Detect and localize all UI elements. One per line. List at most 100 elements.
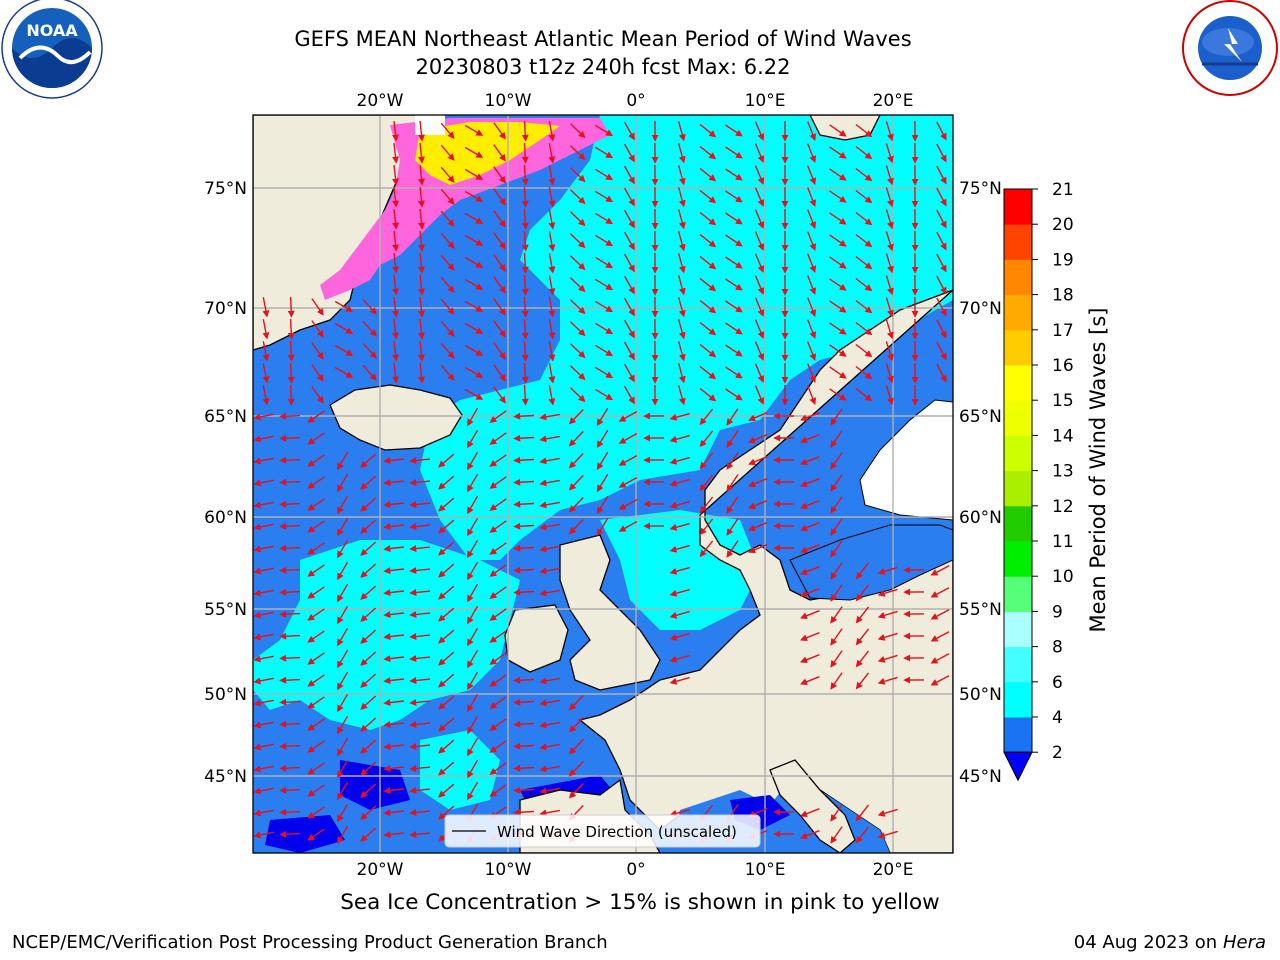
wind-wave-arrow	[885, 209, 894, 230]
wind-wave-arrow	[548, 164, 556, 186]
wind-wave-arrow	[830, 804, 843, 822]
wind-wave-arrow	[807, 231, 817, 252]
wind-wave-arrow	[807, 165, 817, 186]
wind-wave-arrow	[360, 673, 377, 688]
wind-wave-arrow	[623, 143, 635, 163]
wind-wave-arrow	[307, 740, 325, 753]
wind-wave-arrow	[521, 296, 529, 318]
wind-wave-arrow	[383, 809, 404, 817]
wind-wave-arrow	[438, 475, 455, 490]
wind-wave-arrow	[807, 143, 817, 164]
wind-wave-arrow	[334, 366, 354, 378]
wind-wave-arrow	[623, 253, 635, 273]
wind-wave-arrow	[307, 718, 325, 731]
wind-wave-arrow	[279, 698, 301, 706]
wind-wave-arrow	[855, 211, 873, 226]
wind-wave-arrow	[438, 739, 455, 754]
wind-wave-arrow	[568, 695, 584, 711]
wind-wave-arrow	[539, 721, 561, 729]
wind-wave-arrow	[360, 827, 377, 842]
wind-wave-arrow	[877, 830, 898, 839]
wind-wave-arrow	[754, 165, 765, 185]
wind-wave-arrow	[438, 651, 455, 666]
wind-wave-arrow	[307, 762, 325, 775]
lon-label-bottom: 20°E	[873, 860, 914, 880]
wind-wave-arrow	[513, 456, 535, 464]
wind-wave-arrow	[725, 168, 743, 181]
wind-wave-arrow	[677, 209, 686, 230]
wind-wave-arrow	[409, 478, 431, 486]
wind-wave-arrow	[409, 764, 431, 772]
wind-wave-arrow	[392, 275, 400, 296]
wind-wave-arrow	[885, 121, 894, 142]
wind-wave-arrow	[799, 566, 820, 576]
wind-wave-arrow	[594, 300, 614, 313]
colorbar-segment	[1004, 294, 1032, 331]
wind-wave-arrow	[464, 300, 484, 312]
wind-wave-arrow	[699, 540, 714, 558]
wind-wave-arrow	[568, 431, 584, 447]
lat-label-left: 65°N	[204, 407, 247, 427]
wind-wave-arrow	[307, 652, 325, 665]
wind-wave-arrow	[253, 765, 274, 773]
wind-wave-arrow	[417, 164, 425, 186]
wind-wave-arrow	[855, 584, 870, 602]
baltic-gulf	[859, 399, 953, 521]
wind-wave-arrow	[930, 587, 950, 598]
wind-wave-arrow	[337, 759, 349, 779]
wind-wave-arrow	[855, 299, 873, 314]
wind-wave-arrow	[337, 539, 349, 559]
wind-wave-arrow	[438, 453, 455, 468]
wind-wave-arrow	[885, 253, 894, 274]
wind-wave-arrow	[829, 212, 847, 225]
wind-wave-arrow	[513, 676, 535, 684]
wind-wave-arrow	[409, 720, 431, 728]
wind-wave-arrow	[513, 786, 535, 794]
wind-wave-arrow	[936, 209, 947, 229]
wind-wave-arrow	[253, 545, 274, 553]
wind-wave-arrow	[539, 413, 561, 421]
wind-wave-arrow	[829, 234, 847, 247]
colorbar-tick-label: 16	[1052, 356, 1074, 376]
wind-wave-arrow	[464, 366, 484, 378]
wind-wave-arrow	[754, 231, 765, 251]
map-legend: Wind Wave Direction (unscaled)	[444, 814, 761, 848]
wind-wave-arrow	[699, 430, 714, 448]
wind-wave-arrow	[467, 539, 479, 559]
wind-wave-arrow	[417, 252, 425, 274]
wind-wave-arrow	[467, 451, 479, 471]
wind-wave-arrow	[521, 230, 529, 252]
wind-wave-arrow	[392, 121, 400, 142]
wind-wave-arrow	[493, 210, 506, 228]
footer-date-text: 04 Aug 2023 on	[1073, 932, 1218, 953]
wind-wave-arrow	[594, 168, 614, 181]
wind-wave-arrow	[440, 276, 455, 293]
wind-wave-arrow	[489, 608, 507, 621]
wind-wave-arrow	[440, 342, 455, 359]
wind-wave-arrow	[438, 673, 455, 688]
wind-wave-arrow	[307, 454, 325, 467]
wind-wave-arrow	[464, 146, 484, 158]
wind-wave-arrow	[360, 783, 377, 798]
lat-label-left: 75°N	[204, 179, 247, 199]
wind-wave-arrow	[383, 523, 404, 531]
wind-wave-arrow	[337, 737, 349, 757]
wind-wave-arrow	[539, 457, 561, 465]
wind-wave-arrow	[362, 298, 377, 315]
wind-wave-arrow	[570, 123, 586, 139]
colorbar-segment	[1004, 224, 1032, 260]
wind-wave-arrow	[440, 364, 455, 381]
wind-wave-arrow	[699, 299, 717, 314]
wind-wave-arrow	[337, 649, 349, 669]
lat-label-right: 55°N	[959, 600, 1002, 620]
wind-wave-arrow	[360, 497, 377, 512]
wind-wave-arrow	[568, 497, 584, 513]
wind-wave-arrow	[855, 650, 870, 668]
wind-wave-arrow	[677, 143, 686, 164]
wind-wave-arrow	[807, 121, 817, 142]
colorbar-segment	[1004, 505, 1032, 542]
wind-wave-arrow	[623, 297, 635, 317]
wind-wave-arrow	[725, 322, 743, 335]
wind-wave-arrow	[383, 743, 404, 751]
lon-labels-top: 20°W 10°W 0° 10°E 20°E	[357, 91, 914, 111]
